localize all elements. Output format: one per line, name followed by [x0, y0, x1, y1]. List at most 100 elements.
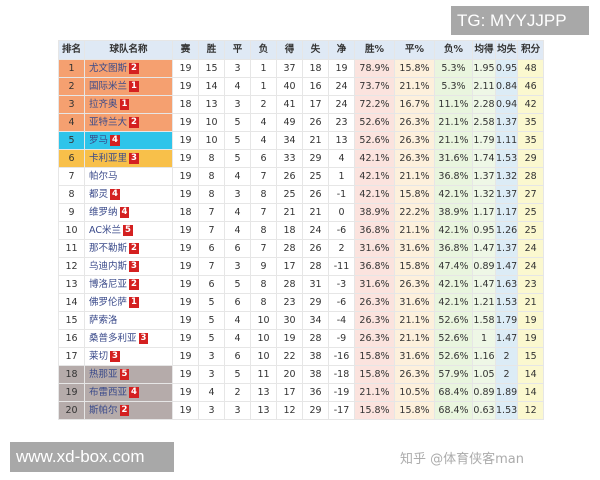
played-cell: 19	[172, 221, 199, 240]
team-name: 国际米兰	[89, 81, 128, 92]
drawn-cell: 5	[224, 149, 251, 168]
won-cell: 3	[198, 365, 225, 384]
avg-conceded-cell: 0.95	[494, 59, 519, 78]
team-cell: 那不勒斯 2	[84, 239, 173, 258]
won-cell: 4	[198, 383, 225, 402]
won-cell: 13	[198, 95, 225, 114]
loss-pct-cell: 21.1%	[434, 113, 473, 132]
avg-conceded-cell: 1.11	[494, 131, 519, 150]
drawn-cell: 5	[224, 131, 251, 150]
team-cell: 斯帕尔 2	[84, 401, 173, 420]
table-row: 1 尤文图斯 2 19 15 3 1 37 18 19 78.9% 15.8% 5.3% 1.95 0.95…	[58, 59, 545, 78]
draw-pct-cell: 26.3%	[394, 275, 435, 294]
goal-diff-cell: -17	[328, 401, 355, 420]
rank-cell: 3	[58, 95, 85, 114]
team-cell: AC米兰 5	[84, 221, 173, 240]
goals-against-cell: 28	[302, 329, 329, 348]
win-pct-cell: 73.7%	[354, 77, 395, 96]
drawn-cell: 4	[224, 203, 251, 222]
points-cell: 23	[517, 275, 545, 294]
avg-conceded-cell: 1.79	[494, 311, 519, 330]
goals-for-cell: 41	[276, 95, 303, 114]
avg-scored-cell: 0.89	[472, 383, 496, 402]
team-name: 维罗纳	[89, 207, 118, 218]
rank-cell: 12	[58, 257, 85, 276]
goals-for-cell: 37	[276, 59, 303, 78]
card-count-badge: 3	[129, 261, 139, 272]
points-cell: 19	[517, 329, 545, 348]
team-cell: 热那亚 5	[84, 365, 173, 384]
card-count-badge: 2	[129, 279, 139, 290]
draw-pct-cell: 16.7%	[394, 95, 435, 114]
won-cell: 7	[198, 203, 225, 222]
draw-pct-cell: 15.8%	[394, 401, 435, 420]
played-cell: 19	[172, 113, 199, 132]
table-row: 7 帕尔马 19 8 4 7 26 25 1 42.1% 21.1% 36.8% 1.37 1.32 28	[58, 167, 545, 186]
goals-against-cell: 29	[302, 401, 329, 420]
draw-pct-cell: 31.6%	[394, 347, 435, 366]
team-cell: 佛罗伦萨 1	[84, 293, 173, 312]
played-cell: 19	[172, 365, 199, 384]
team-name: 拉齐奥	[89, 99, 118, 110]
avg-scored-cell: 2.58	[472, 113, 496, 132]
lost-cell: 1	[250, 59, 277, 78]
won-cell: 10	[198, 113, 225, 132]
draw-pct-cell: 21.1%	[394, 221, 435, 240]
win-pct-cell: 72.2%	[354, 95, 395, 114]
draw-pct-cell: 21.1%	[394, 77, 435, 96]
draw-pct-cell: 26.3%	[394, 113, 435, 132]
won-cell: 8	[198, 149, 225, 168]
drawn-cell: 3	[224, 257, 251, 276]
avg-scored-cell: 1.47	[472, 275, 496, 294]
team-cell: 莱切 3	[84, 347, 173, 366]
won-cell: 5	[198, 293, 225, 312]
avg-conceded-cell: 1.63	[494, 275, 519, 294]
standings-table: 排名 球队名称赛胜平负得失净胜% 平% 负% 均得 均失 积分 1 尤文图斯 2 19 15 3 1 37…	[58, 40, 545, 420]
team-name: 佛罗伦萨	[89, 297, 128, 308]
avg-scored-cell: 1	[472, 329, 496, 348]
column-header: 负%	[434, 40, 473, 60]
win-pct-cell: 26.3%	[354, 311, 395, 330]
goals-for-cell: 21	[276, 203, 303, 222]
avg-conceded-cell: 1.47	[494, 329, 519, 348]
team-name: 那不勒斯	[89, 243, 128, 254]
drawn-cell: 3	[224, 185, 251, 204]
goal-diff-cell: 23	[328, 113, 355, 132]
won-cell: 3	[198, 347, 225, 366]
loss-pct-cell: 42.1%	[434, 185, 473, 204]
team-cell: 尤文图斯 2	[84, 59, 173, 78]
drawn-cell: 2	[224, 383, 251, 402]
loss-pct-cell: 52.6%	[434, 347, 473, 366]
draw-pct-cell: 26.3%	[394, 131, 435, 150]
goals-against-cell: 28	[302, 257, 329, 276]
watermark-site: www.xd-box.com	[10, 442, 174, 472]
points-cell: 27	[517, 185, 545, 204]
table-row: 8 都灵 4 19 8 3 8 25 26 -1 42.1% 15.8% 42.1% 1.32 1.37 27	[58, 185, 545, 204]
goals-for-cell: 28	[276, 275, 303, 294]
draw-pct-cell: 10.5%	[394, 383, 435, 402]
card-count-badge: 4	[119, 207, 130, 218]
goals-against-cell: 29	[302, 149, 329, 168]
won-cell: 6	[198, 275, 225, 294]
goal-diff-cell: -6	[328, 293, 355, 312]
card-count-badge: 2	[129, 63, 139, 74]
loss-pct-cell: 11.1%	[434, 95, 473, 114]
points-cell: 25	[517, 221, 545, 240]
avg-scored-cell: 1.95	[472, 59, 496, 78]
rank-cell: 8	[58, 185, 85, 204]
goal-diff-cell: 24	[328, 77, 355, 96]
card-count-badge: 4	[129, 387, 139, 398]
table-row: 10 AC米兰 5 19 7 4 8 18 24 -6 36.8% 21.1% 42.1% 0.95 1.2…	[58, 221, 545, 240]
loss-pct-cell: 52.6%	[434, 311, 473, 330]
goal-diff-cell: 4	[328, 149, 355, 168]
won-cell: 15	[198, 59, 225, 78]
team-cell: 维罗纳 4	[84, 203, 173, 222]
goal-diff-cell: -16	[328, 347, 355, 366]
goals-against-cell: 24	[302, 221, 329, 240]
column-header: 积分	[517, 40, 545, 60]
loss-pct-cell: 42.1%	[434, 293, 473, 312]
avg-conceded-cell: 0.84	[494, 77, 519, 96]
drawn-cell: 4	[224, 221, 251, 240]
lost-cell: 9	[250, 257, 277, 276]
goal-diff-cell: 0	[328, 203, 355, 222]
